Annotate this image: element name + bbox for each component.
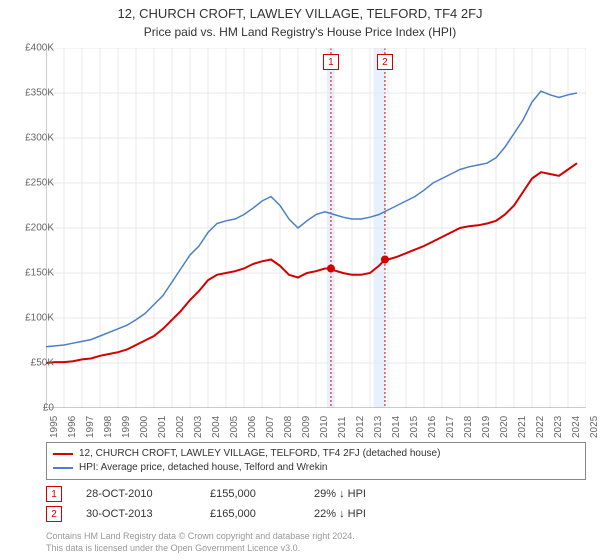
x-tick-label: 2010 bbox=[319, 416, 330, 438]
sale-badge-1: 1 bbox=[46, 486, 62, 502]
y-tick-label: £300K bbox=[10, 133, 54, 144]
y-tick-label: £0 bbox=[10, 403, 54, 414]
x-tick-label: 2008 bbox=[283, 416, 294, 438]
sale-pct-1: 29% ↓ HPI bbox=[314, 488, 414, 500]
x-tick-label: 2013 bbox=[373, 416, 384, 438]
sale-price-1: £155,000 bbox=[210, 488, 290, 500]
legend-item-property: 12, CHURCH CROFT, LAWLEY VILLAGE, TELFOR… bbox=[53, 447, 579, 461]
legend-label-property: 12, CHURCH CROFT, LAWLEY VILLAGE, TELFOR… bbox=[79, 447, 440, 461]
x-tick-label: 2019 bbox=[481, 416, 492, 438]
legend-label-hpi: HPI: Average price, detached house, Telf… bbox=[79, 461, 328, 475]
x-tick-label: 2004 bbox=[211, 416, 222, 438]
sale-date-2: 30-OCT-2013 bbox=[86, 508, 186, 520]
sale-date-1: 28-OCT-2010 bbox=[86, 488, 186, 500]
legend-box: 12, CHURCH CROFT, LAWLEY VILLAGE, TELFOR… bbox=[46, 442, 586, 480]
x-tick-label: 2022 bbox=[535, 416, 546, 438]
sale-pct-2: 22% ↓ HPI bbox=[314, 508, 414, 520]
x-tick-label: 1998 bbox=[103, 416, 114, 438]
footer-note: Contains HM Land Registry data © Crown c… bbox=[46, 530, 586, 554]
sale-row-2: 2 30-OCT-2013 £165,000 22% ↓ HPI bbox=[46, 506, 586, 522]
x-tick-label: 2015 bbox=[409, 416, 420, 438]
x-tick-label: 2007 bbox=[265, 416, 276, 438]
chart-svg bbox=[46, 48, 586, 408]
chart-title: 12, CHURCH CROFT, LAWLEY VILLAGE, TELFOR… bbox=[0, 0, 600, 21]
chart-plot-area bbox=[46, 48, 586, 408]
legend-item-hpi: HPI: Average price, detached house, Telf… bbox=[53, 461, 579, 475]
y-tick-label: £250K bbox=[10, 178, 54, 189]
legend-swatch-hpi bbox=[53, 467, 73, 469]
x-tick-label: 2018 bbox=[463, 416, 474, 438]
x-tick-label: 2024 bbox=[571, 416, 582, 438]
x-tick-label: 2000 bbox=[139, 416, 150, 438]
x-tick-label: 2017 bbox=[445, 416, 456, 438]
x-tick-label: 2011 bbox=[337, 416, 348, 438]
x-tick-label: 1995 bbox=[49, 416, 60, 438]
x-tick-label: 2001 bbox=[157, 416, 168, 438]
sale-price-2: £165,000 bbox=[210, 508, 290, 520]
chart-badge: 1 bbox=[323, 54, 339, 70]
x-tick-label: 1999 bbox=[121, 416, 132, 438]
sale-badge-2: 2 bbox=[46, 506, 62, 522]
x-tick-label: 2014 bbox=[391, 416, 402, 438]
x-tick-label: 2025 bbox=[589, 416, 600, 438]
y-tick-label: £150K bbox=[10, 268, 54, 279]
x-tick-label: 2020 bbox=[499, 416, 510, 438]
x-tick-label: 2023 bbox=[553, 416, 564, 438]
y-tick-label: £400K bbox=[10, 43, 54, 54]
y-tick-label: £100K bbox=[10, 313, 54, 324]
x-tick-label: 2009 bbox=[301, 416, 312, 438]
y-tick-label: £350K bbox=[10, 88, 54, 99]
legend-swatch-property bbox=[53, 453, 73, 455]
y-tick-label: £50K bbox=[10, 358, 54, 369]
chart-subtitle: Price paid vs. HM Land Registry's House … bbox=[0, 21, 600, 43]
x-tick-label: 2002 bbox=[175, 416, 186, 438]
chart-badge: 2 bbox=[377, 54, 393, 70]
x-tick-label: 1997 bbox=[85, 416, 96, 438]
y-tick-label: £200K bbox=[10, 223, 54, 234]
x-tick-label: 2012 bbox=[355, 416, 366, 438]
x-tick-label: 2003 bbox=[193, 416, 204, 438]
sale-row-1: 1 28-OCT-2010 £155,000 29% ↓ HPI bbox=[46, 486, 586, 502]
x-tick-label: 2021 bbox=[517, 416, 528, 438]
x-tick-label: 2005 bbox=[229, 416, 240, 438]
x-tick-label: 2006 bbox=[247, 416, 258, 438]
x-tick-label: 2016 bbox=[427, 416, 438, 438]
x-tick-label: 1996 bbox=[67, 416, 78, 438]
footer-line-2: This data is licensed under the Open Gov… bbox=[46, 542, 586, 554]
chart-container: 12, CHURCH CROFT, LAWLEY VILLAGE, TELFOR… bbox=[0, 0, 600, 560]
footer-line-1: Contains HM Land Registry data © Crown c… bbox=[46, 530, 586, 542]
